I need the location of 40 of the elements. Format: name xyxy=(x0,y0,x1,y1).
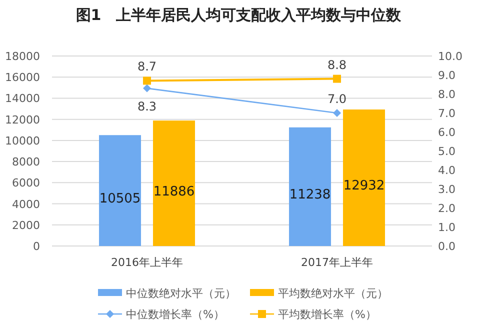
legend-label: 中位数绝对水平（元） xyxy=(126,287,236,300)
y2-tick-label: 1.0 xyxy=(438,221,456,234)
y2-tick-label: 4.0 xyxy=(438,164,456,177)
data-label: 11238 xyxy=(289,188,331,203)
y2-tick-label: 10.0 xyxy=(438,50,462,63)
y-tick-label: 10000 xyxy=(5,134,40,148)
y2-tick-label: 3.0 xyxy=(438,183,456,196)
y2-tick-label: 9.0 xyxy=(438,69,456,82)
point xyxy=(333,109,341,117)
legend-label: 中位数增长率（%） xyxy=(126,308,224,321)
data-label: 11886 xyxy=(153,184,195,200)
legend-label: 平均数绝对水平（元） xyxy=(278,287,388,300)
y-tick-label: 14000 xyxy=(5,92,40,106)
y-tick-label: 18000 xyxy=(5,50,40,63)
x-tick-label: 2016年上半年 xyxy=(111,256,183,269)
data-label: 10505 xyxy=(99,192,141,207)
y-tick-label: 6000 xyxy=(12,176,40,190)
y2-tick-label: 8.0 xyxy=(438,88,456,101)
y2-tick-label: 5.0 xyxy=(438,145,456,158)
y-tick-label: 12000 xyxy=(5,113,40,126)
data-label: 7.0 xyxy=(327,92,347,106)
y2-tick-label: 2.0 xyxy=(438,202,456,215)
y-tick-label: 2000 xyxy=(12,218,40,232)
y-tick-label: 4000 xyxy=(12,198,40,211)
y2-tick-label: 0.0 xyxy=(438,240,456,253)
y2-tick-label: 6.0 xyxy=(438,126,456,139)
chart-title: 图1 上半年居民人均可支配收入平均数与中位数 xyxy=(76,6,402,24)
y-tick-label: 8000 xyxy=(12,156,40,169)
y-tick-label: 16000 xyxy=(5,71,40,84)
point xyxy=(333,74,341,83)
x-tick-label: 2017年上半年 xyxy=(301,256,373,269)
data-label: 12932 xyxy=(343,178,385,194)
point xyxy=(143,84,151,92)
y2-tick-label: 7.0 xyxy=(438,107,456,120)
data-label: 8.7 xyxy=(137,60,157,74)
data-label: 8.8 xyxy=(327,58,347,72)
y-tick-label: 0 xyxy=(33,240,40,253)
legend-label: 平均数增长率（%） xyxy=(278,308,376,321)
data-label: 8.3 xyxy=(137,99,157,114)
point xyxy=(143,76,151,85)
